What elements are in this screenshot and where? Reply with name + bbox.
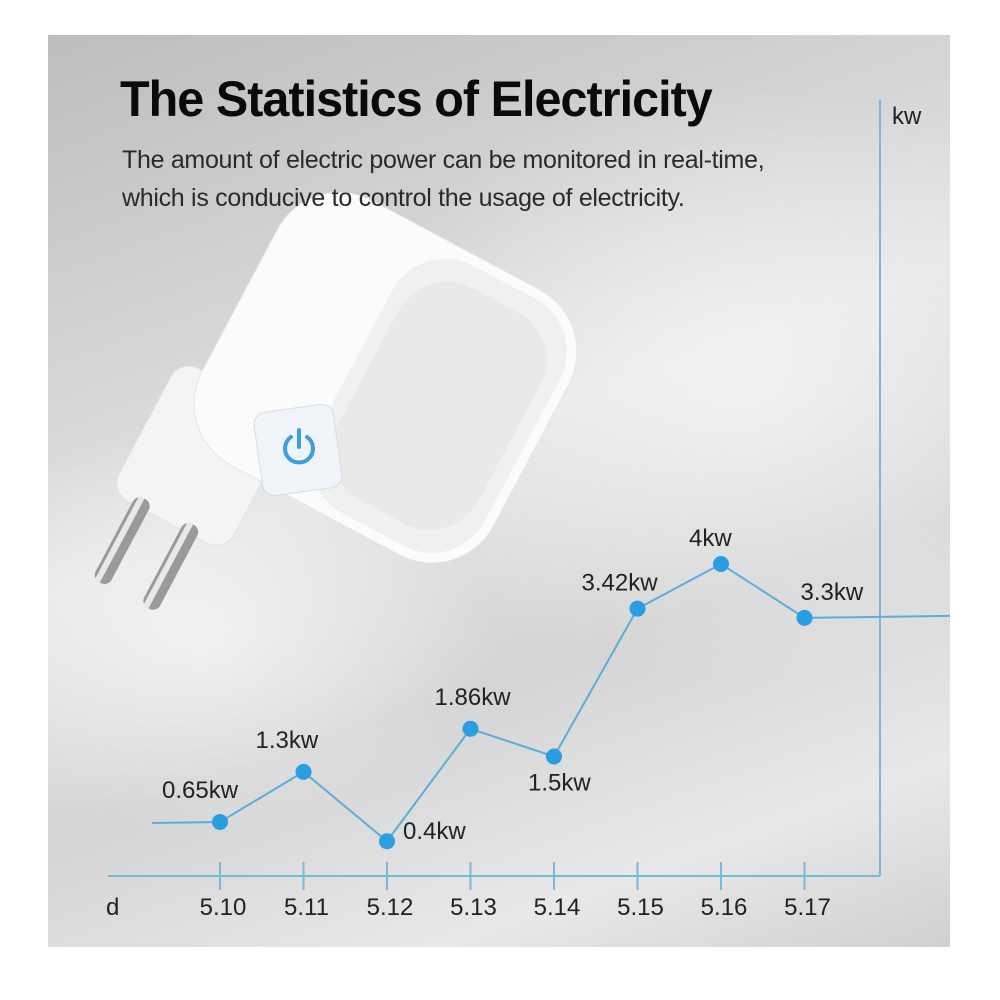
y-axis-label: kw xyxy=(892,103,922,130)
data-label: 0.65kw xyxy=(162,777,239,804)
data-label: 4kw xyxy=(689,525,732,552)
x-axis-label: d xyxy=(106,894,119,921)
data-label: 3.42kw xyxy=(582,570,659,597)
x-tick-label: 5.11 xyxy=(284,894,329,921)
data-label: 0.4kw xyxy=(403,818,466,845)
page-title: The Statistics of Electricity xyxy=(120,71,713,127)
data-label: 1.5kw xyxy=(528,770,591,797)
x-tick-label: 5.12 xyxy=(367,894,414,921)
x-tick-label: 5.13 xyxy=(450,894,497,921)
power-button-icon xyxy=(283,428,315,465)
lead-in-line xyxy=(151,820,221,824)
data-point xyxy=(295,763,312,780)
data-label: 3.3kw xyxy=(801,579,864,606)
data-point xyxy=(796,609,813,626)
subtitle-line-2: which is conducive to control the usage … xyxy=(122,184,685,212)
subtitle-line-1: The amount of electric power can be moni… xyxy=(122,146,765,174)
data-point xyxy=(629,600,646,617)
data-point xyxy=(212,813,228,830)
x-tick-label: 5.10 xyxy=(200,894,247,921)
data-point xyxy=(713,556,729,572)
data-point xyxy=(379,833,395,850)
x-tick-label: 5.16 xyxy=(701,894,748,921)
x-tick-label: 5.14 xyxy=(534,894,581,921)
data-label: 1.3kw xyxy=(256,727,319,754)
data-label: 1.86kw xyxy=(435,684,512,711)
smart-plug-image xyxy=(94,191,578,610)
x-tick-label: 5.17 xyxy=(784,894,831,921)
lead-out-line xyxy=(804,614,951,619)
data-point xyxy=(462,720,479,737)
series-line xyxy=(219,562,806,843)
x-tick-label: 5.15 xyxy=(617,894,664,921)
data-point xyxy=(546,748,562,765)
